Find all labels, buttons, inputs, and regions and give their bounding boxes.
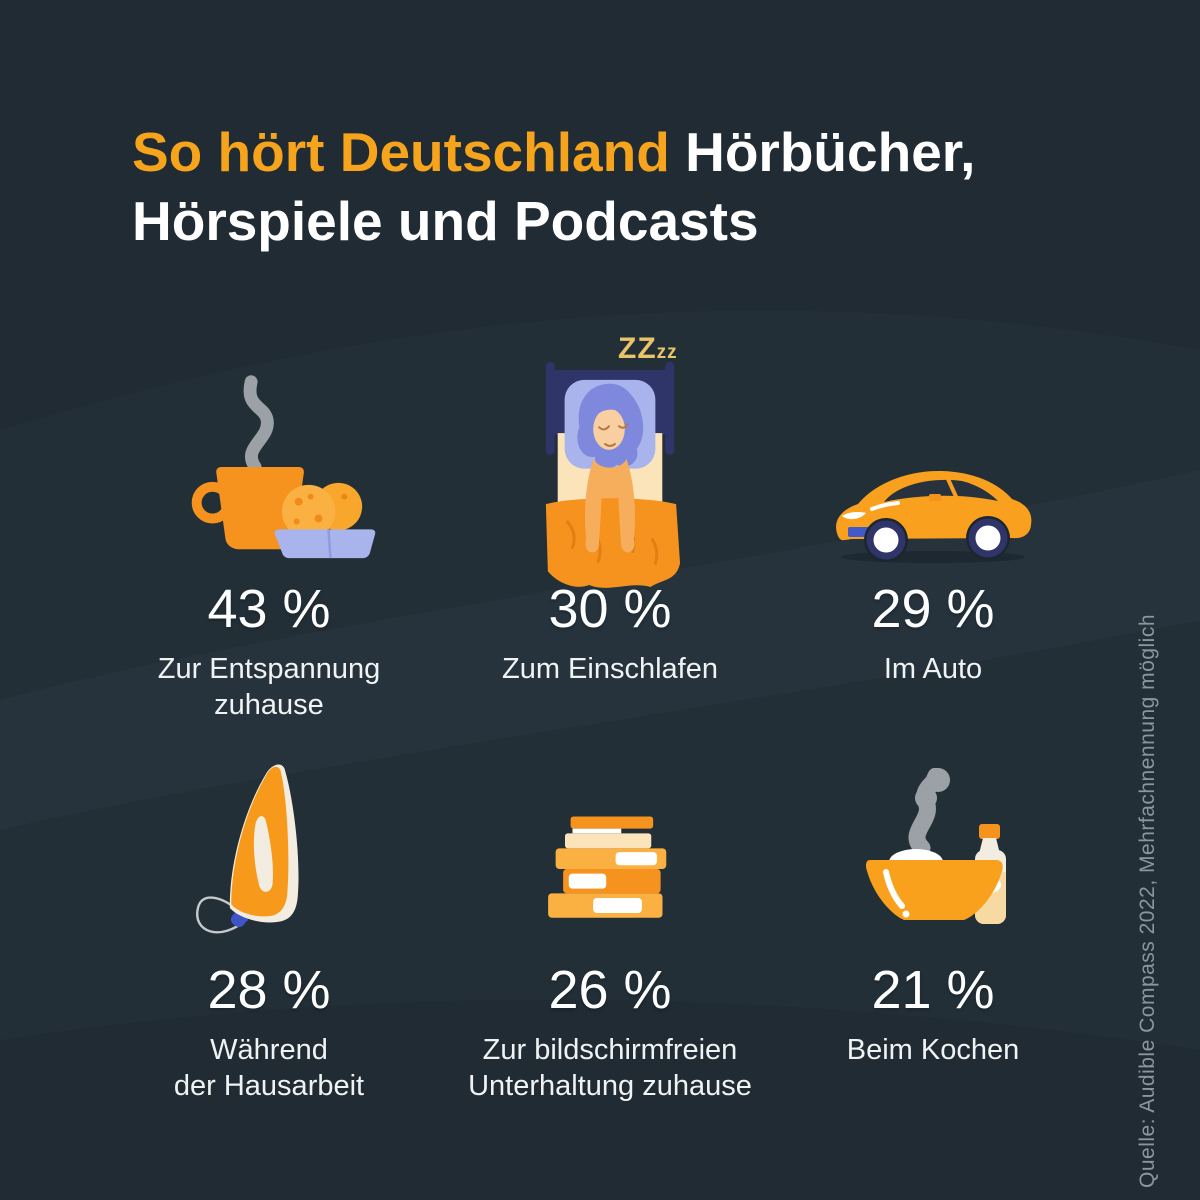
hand-right [620,534,635,553]
page-title: So hört Deutschland Hörbücher, Hörspiele … [132,118,975,256]
stat-value: 21 % [871,960,995,1020]
hand-left [585,534,600,553]
mug [216,466,304,550]
stat-value: 43 % [207,579,331,639]
book-stack-icon [548,816,667,918]
car-glass [884,479,998,502]
icon-box [743,332,1123,570]
iron-cord [195,896,248,934]
car-icon [836,470,1032,563]
icon-box [743,760,1123,942]
wheel-front [866,520,906,560]
wheel-rear [968,518,1008,558]
stat-relaxing-at-home: 43 % Zur Entspannung zuhause [79,332,459,723]
stat-label: Zur bildschirmfreien Unterhaltung zuhaus… [468,1034,752,1102]
stat-during-housework: 28 % Während der Hausarbeit [79,760,459,1104]
book-2 [565,833,652,849]
sleeping-in-bed-icon [545,362,681,588]
title-line1-rest: Hörbücher, [669,121,976,183]
zzz-text: ZZzz [618,332,678,365]
stat-value: 29 % [871,579,995,639]
stat-label: Zur Entspannung zuhause [157,653,381,721]
source-note: Quelle: Audible Compass 2022, Mehrfachne… [1136,613,1159,1188]
car-interior-detail [929,494,941,501]
stat-screen-free-entertainment: 26 % Zur bildschirmfreien Unterhaltung z… [420,760,800,1104]
bowl [865,860,1003,920]
steam [243,375,274,474]
book-5-label [593,898,642,913]
stat-value: 30 % [548,579,672,639]
hair-fringe [594,405,625,418]
stat-falling-asleep: ZZzz [420,332,800,687]
stat-label: Im Auto [883,653,983,685]
arm-right [614,460,635,548]
icon-box [79,332,459,570]
icon-box: ZZzz [420,332,800,588]
stat-value: 28 % [207,960,331,1020]
iron-icon [195,764,299,934]
car-pillar [946,478,960,502]
arm-left [585,460,606,548]
iron-body [231,766,289,917]
stat-value: 26 % [548,960,672,1020]
coffee-cup-and-cookies-icon [191,375,376,559]
stat-in-the-car: 29 % Im Auto [743,332,1123,687]
book-1 [570,816,654,829]
book-1-pages [572,828,622,834]
stat-label: Beim Kochen [846,1034,1020,1066]
hood-streak [870,501,900,511]
icon-box [79,760,459,942]
title-highlight: So hört Deutschland [132,121,670,183]
headlight [842,512,866,520]
cooking-bowl-icon [865,768,1006,924]
face [593,408,625,450]
book-3-label [615,852,657,866]
title-line2: Hörspiele und Podcasts [132,190,759,252]
face-features [598,423,629,447]
stat-label: Zum Einschlafen [502,653,718,685]
blanket [545,498,681,588]
dish [274,529,376,559]
cookie-front [281,484,336,539]
smoke [908,768,950,857]
icon-box [420,760,800,942]
stat-while-cooking: 21 % Beim Kochen [743,760,1123,1068]
book-4-label [568,873,607,889]
stat-label: Während der Hausarbeit [173,1034,365,1102]
